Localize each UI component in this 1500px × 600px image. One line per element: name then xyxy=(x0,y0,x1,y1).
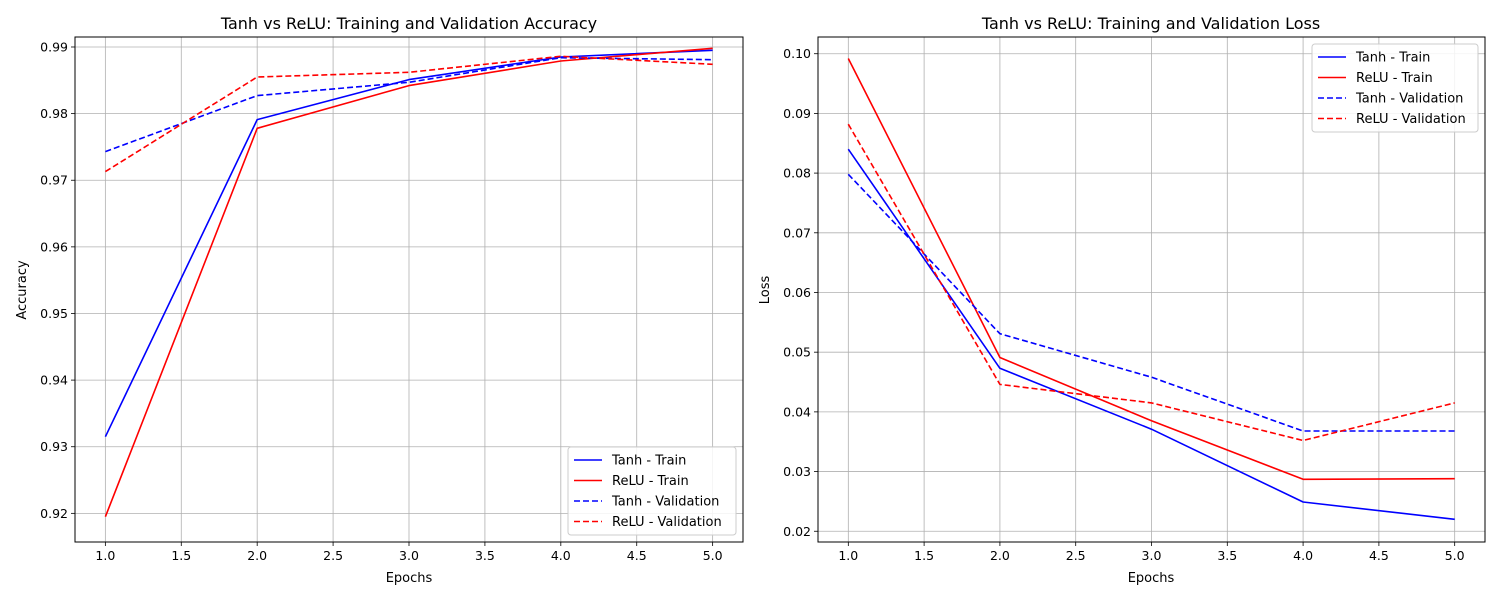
accuracy-x-tick-label: 4.0 xyxy=(551,548,571,563)
accuracy-legend: Tanh - Train ReLU - Train Tanh - Validatio… xyxy=(567,446,737,536)
accuracy-x-tick-label: 4.5 xyxy=(627,548,647,563)
accuracy-y-tick-label: 0.98 xyxy=(40,106,68,121)
accuracy-y-axis-label: Accuracy xyxy=(15,260,30,320)
accuracy-chart: Tanh vs ReLU: Training and Validation Ac… xyxy=(15,14,744,586)
accuracy-line-relu-train xyxy=(104,47,713,517)
accuracy-x-tick-label: 5.0 xyxy=(703,548,723,563)
loss-legend-label-relu-validation: ReLU - Validation xyxy=(1356,112,1466,127)
loss-line-tanh-validation xyxy=(847,173,1455,432)
accuracy-y-tick-label: 0.99 xyxy=(40,39,68,54)
accuracy-x-tick-label: 2.0 xyxy=(247,548,267,563)
loss-line-relu-train xyxy=(847,58,1455,481)
accuracy-legend-label-tanh-validation: Tanh - Validation xyxy=(611,495,719,510)
accuracy-y-tick-label: 0.94 xyxy=(40,373,68,388)
accuracy-chart-title: Tanh vs ReLU: Training and Validation Ac… xyxy=(220,14,597,33)
accuracy-x-tick-label: 2.5 xyxy=(323,548,343,563)
loss-legend-box xyxy=(1311,43,1479,133)
loss-legend-label-tanh-train: Tanh - Train xyxy=(1355,51,1430,66)
loss-chart: Tanh vs ReLU: Training and Validation Lo… xyxy=(758,14,1486,586)
loss-x-tick-label: 3.5 xyxy=(1217,548,1237,563)
loss-x-tick-label: 4.5 xyxy=(1369,548,1389,563)
accuracy-series xyxy=(104,47,713,517)
loss-chart-title: Tanh vs ReLU: Training and Validation Lo… xyxy=(981,14,1320,33)
loss-y-tick-label: 0.08 xyxy=(783,166,811,181)
loss-x-tick-label: 4.0 xyxy=(1293,548,1313,563)
accuracy-x-axis-label: Epochs xyxy=(386,571,433,586)
loss-grid xyxy=(818,37,1485,542)
accuracy-legend-box xyxy=(567,446,737,536)
loss-legend: Tanh - Train ReLU - Train Tanh - Validatio… xyxy=(1311,43,1479,133)
accuracy-y-tick-label: 0.93 xyxy=(40,439,68,454)
accuracy-y-tick-label: 0.92 xyxy=(40,506,68,521)
accuracy-legend-label-tanh-train: Tanh - Train xyxy=(611,454,686,469)
loss-y-tick-label: 0.06 xyxy=(783,285,811,300)
loss-line-tanh-train xyxy=(847,148,1455,521)
loss-x-tick-label: 5.0 xyxy=(1445,548,1465,563)
loss-legend-label-relu-train: ReLU - Train xyxy=(1356,71,1433,86)
loss-y-tick-label: 0.05 xyxy=(783,345,811,360)
loss-line-relu-validation xyxy=(847,123,1455,442)
loss-y-tick-label: 0.03 xyxy=(783,464,811,479)
loss-legend-label-tanh-validation: Tanh - Validation xyxy=(1355,92,1463,107)
loss-x-tick-label: 2.0 xyxy=(990,548,1010,563)
accuracy-x-tick-label: 3.5 xyxy=(475,548,495,563)
accuracy-line-tanh-train xyxy=(104,49,713,438)
loss-x-tick-label: 1.0 xyxy=(838,548,858,563)
accuracy-y-tick-label: 0.96 xyxy=(40,239,68,254)
loss-y-tick-label: 0.07 xyxy=(783,225,811,240)
accuracy-legend-label-relu-train: ReLU - Train xyxy=(612,474,689,489)
loss-y-tick-label: 0.02 xyxy=(783,524,811,539)
loss-y-tick-label: 0.04 xyxy=(783,404,811,419)
loss-x-tick-label: 1.5 xyxy=(914,548,934,563)
accuracy-ticks: 1.0 1.5 2.0 2.5 3.0 3.5 4.0 4.5 5.0 0.92 0.93 0.94 0… xyxy=(40,39,722,563)
loss-x-tick-label: 3.0 xyxy=(1142,548,1162,563)
loss-x-axis-label: Epochs xyxy=(1128,571,1175,586)
loss-series xyxy=(847,58,1455,521)
accuracy-line-relu-validation xyxy=(104,55,713,173)
loss-ticks: 1.0 1.5 2.0 2.5 3.0 3.5 4.0 4.5 5.0 0.02 0.03 0.04 0… xyxy=(783,46,1465,563)
loss-x-tick-label: 2.5 xyxy=(1066,548,1086,563)
accuracy-x-tick-label: 1.5 xyxy=(171,548,191,563)
accuracy-legend-label-relu-validation: ReLU - Validation xyxy=(612,515,722,530)
loss-y-axis-label: Loss xyxy=(758,276,773,305)
accuracy-x-tick-label: 1.0 xyxy=(95,548,115,563)
loss-y-tick-label: 0.09 xyxy=(783,106,811,121)
accuracy-y-tick-label: 0.97 xyxy=(40,173,68,188)
accuracy-x-tick-label: 3.0 xyxy=(399,548,419,563)
loss-y-tick-label: 0.10 xyxy=(783,46,811,61)
accuracy-y-tick-label: 0.95 xyxy=(40,306,68,321)
